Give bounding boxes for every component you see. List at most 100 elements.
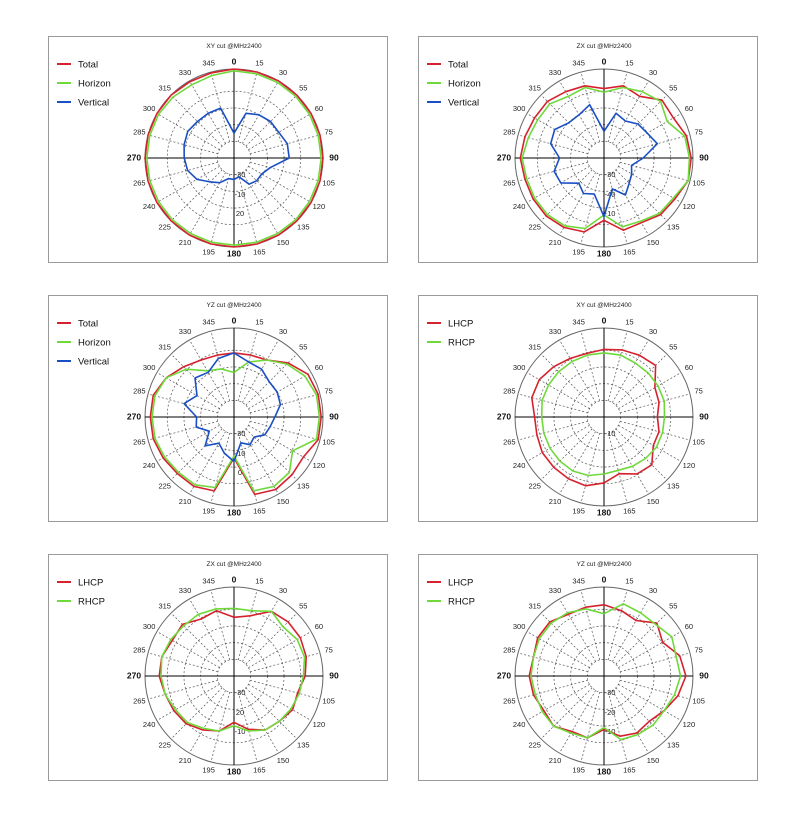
grid-spoke [170, 169, 223, 222]
angle-label: 330 [179, 327, 192, 336]
series-line-total [144, 68, 324, 248]
grid-spoke [526, 425, 590, 462]
grid-spoke [250, 134, 321, 155]
angle-label: 285 [503, 128, 516, 137]
series-line-rhcp [160, 607, 306, 732]
angle-label: 135 [667, 481, 680, 490]
polar-chart: ZX cut @MHz2400 0 15 30 55 60 75 90 105 120 135 150… [427, 43, 709, 258]
grid-spoke [517, 420, 588, 441]
grid-spoke [612, 431, 649, 495]
angle-label: 345 [202, 58, 215, 67]
grid-spoke [526, 684, 590, 721]
polar-chart: YZ cut @MHz2400 0 15 30 55 60 75 90 105 120 135 150… [427, 561, 709, 776]
angle-label: 60 [685, 104, 693, 113]
angle-label: 265 [503, 178, 516, 187]
grid-spoke [147, 652, 218, 673]
grid-spoke [540, 428, 593, 481]
grid-spoke [517, 393, 588, 414]
angle-label: 180 [597, 766, 611, 776]
angle-label: 315 [528, 602, 541, 611]
angle-label: 285 [503, 387, 516, 396]
angle-label: 90 [329, 670, 339, 680]
angle-label: 165 [623, 766, 636, 775]
angle-label: 55 [669, 343, 677, 352]
angle-label: 15 [625, 576, 633, 585]
angle-label: 300 [143, 363, 156, 372]
grid-spoke [612, 690, 649, 754]
angle-label: 210 [179, 497, 192, 506]
angle-label: 75 [324, 646, 332, 655]
grid-spoke [248, 425, 312, 462]
angle-label: 75 [694, 646, 702, 655]
angle-label: 180 [227, 248, 241, 258]
radial-tick-label: 20 [236, 708, 244, 717]
grid-spoke [189, 80, 226, 144]
grid-spoke [250, 393, 321, 414]
grid-spoke [620, 134, 691, 155]
legend-label-horizon: Horizon [448, 79, 481, 90]
angle-label: 15 [255, 317, 263, 326]
grid-spoke [559, 80, 596, 144]
angle-label: 330 [549, 586, 562, 595]
angle-label: 120 [313, 202, 326, 211]
grid-spoke [210, 692, 231, 763]
angle-label: 150 [647, 238, 660, 247]
angle-label: 330 [549, 68, 562, 77]
grid-spoke [607, 330, 628, 401]
angle-label: 0 [602, 56, 607, 66]
grid-spoke [580, 589, 601, 660]
angle-label: 135 [297, 481, 310, 490]
angle-label: 30 [279, 327, 287, 336]
grid-spoke [580, 330, 601, 401]
angle-label: 75 [694, 128, 702, 137]
grid-spoke [156, 684, 220, 721]
angle-label: 75 [324, 387, 332, 396]
radial-tick-label: -30 [605, 170, 616, 179]
grid-spoke [517, 134, 588, 155]
grid-spoke [607, 433, 628, 504]
series-line-horizon [151, 359, 321, 492]
angle-label: 75 [694, 387, 702, 396]
grid-spoke [147, 134, 218, 155]
legend-label-total: Total [78, 60, 98, 71]
angle-label: 270 [497, 152, 511, 162]
angle-label: 105 [692, 696, 705, 705]
radial-tick-label: -10 [605, 209, 616, 218]
angle-label: 345 [572, 576, 585, 585]
chart-title: ZX cut @MHz2400 [576, 43, 631, 50]
angle-label: 345 [202, 576, 215, 585]
angle-label: 195 [572, 507, 585, 516]
grid-spoke [615, 94, 668, 147]
angle-label: 240 [513, 461, 526, 470]
angle-label: 240 [513, 202, 526, 211]
angle-label: 60 [315, 363, 323, 372]
grid-spoke [559, 431, 596, 495]
grid-spoke [612, 172, 649, 236]
angle-label: 0 [232, 574, 237, 584]
angle-label: 135 [667, 740, 680, 749]
angle-label: 180 [597, 507, 611, 517]
angle-label: 180 [227, 507, 241, 517]
angle-label: 135 [297, 222, 310, 231]
grid-spoke [580, 433, 601, 504]
grid-spoke [526, 372, 590, 409]
grid-spoke [248, 372, 312, 409]
angle-label: 90 [699, 670, 709, 680]
radial-tick-label: -10 [605, 429, 616, 438]
series-line-vertical [183, 107, 290, 185]
grid-spoke [156, 166, 220, 203]
polar-chart: YZ cut @MHz2400 0 15 30 55 60 75 90 105 120 135 150… [57, 302, 339, 517]
grid-spoke [607, 692, 628, 763]
angle-label: 165 [253, 507, 266, 516]
grid-spoke [210, 330, 231, 401]
angle-label: 330 [179, 586, 192, 595]
legend-label-horizon: Horizon [78, 79, 111, 90]
grid-spoke [237, 692, 258, 763]
angle-label: 60 [315, 104, 323, 113]
angle-label: 0 [232, 315, 237, 325]
chart-title: XY cut @MHz2400 [206, 43, 262, 50]
angle-label: 150 [277, 497, 290, 506]
angle-label: 90 [699, 411, 709, 421]
grid-spoke [250, 420, 321, 441]
angle-label: 345 [202, 317, 215, 326]
